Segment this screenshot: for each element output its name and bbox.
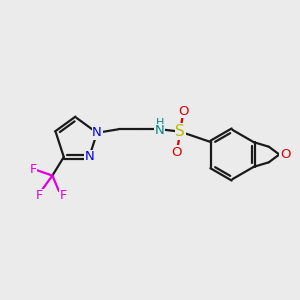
Text: O: O — [280, 148, 291, 161]
Text: N: N — [84, 151, 94, 164]
Text: O: O — [172, 146, 182, 158]
Text: O: O — [178, 105, 189, 118]
Text: N: N — [155, 124, 165, 137]
Text: F: F — [59, 189, 67, 202]
Text: S: S — [175, 124, 185, 139]
Text: N: N — [92, 126, 102, 139]
Text: F: F — [29, 163, 37, 176]
Text: F: F — [36, 189, 43, 202]
Text: H: H — [156, 118, 164, 128]
